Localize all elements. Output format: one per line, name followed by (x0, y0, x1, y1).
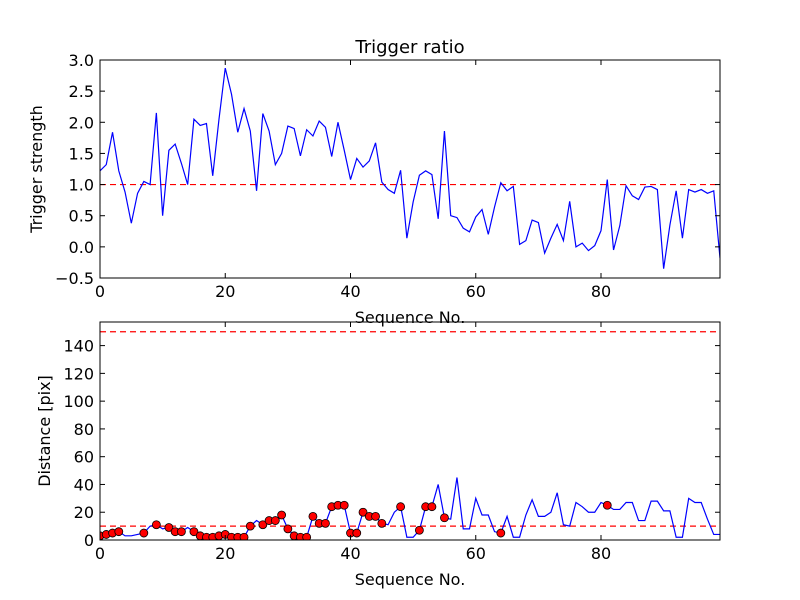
bottom-marker-point (427, 502, 437, 512)
distance-plot: 0 20 40 60 80 0 20 40 60 80 100 120 140 Sequence No.… (35, 321, 721, 589)
bottom-y-tick-label: 40 (74, 475, 94, 494)
bottom-marker-point (377, 518, 387, 528)
bottom-marker-point (440, 513, 449, 523)
bottom-marker-point (371, 511, 380, 521)
bottom-marker-point (283, 524, 293, 534)
distance-axes-frame (99, 321, 721, 541)
trigger-ratio-ticks: 0 20 40 60 80 −0.5 0.0 0.5 1.0 1.5 2.0 2.5 3.0 (55, 51, 720, 301)
bottom-y-tick-label: 100 (63, 392, 94, 411)
bottom-marker-point (352, 528, 362, 538)
top-y-tick-label: 1.5 (69, 144, 94, 163)
bottom-y-tick-label: 0 (84, 531, 94, 550)
top-y-tick-label: 0.5 (69, 207, 94, 226)
top-y-tick-label: −0.5 (55, 269, 94, 288)
bottom-clipped-layer (100, 331, 720, 540)
x-axis-label-top: Sequence No. (355, 308, 466, 327)
bottom-marker-point (177, 527, 186, 537)
bottom-marker-point (114, 527, 124, 537)
top-x-tick-label: 20 (215, 282, 235, 301)
bottom-marker-point (302, 532, 312, 540)
bottom-marker-point (164, 523, 174, 532)
trigger-ratio-plot-area (100, 67, 720, 269)
bottom-marker-point (151, 520, 161, 530)
top-y-tick-label: 2.5 (69, 82, 94, 101)
top-y-tick-label: 0.0 (69, 238, 94, 257)
y-axis-label-bottom: Distance [pix] (35, 375, 54, 487)
x-axis-label-bottom: Sequence No. (355, 570, 466, 589)
distance-plot-area (100, 331, 720, 540)
bottom-x-tick-label: 0 (95, 544, 105, 563)
bottom-marker-point (396, 502, 406, 512)
trigger-ratio-axes-frame (99, 59, 721, 279)
bottom-marker-point (358, 507, 368, 517)
bottom-marker-point (321, 518, 330, 528)
bottom-x-tick-label: 80 (591, 544, 611, 563)
top-x-tick-label: 80 (591, 282, 611, 301)
bottom-y-tick-label: 60 (74, 448, 94, 467)
bottom-y-tick-label: 80 (74, 420, 94, 439)
top-y-tick-label: 3.0 (69, 51, 94, 70)
bottom-x-tick-label: 20 (215, 544, 235, 563)
bottom-marker-point (189, 527, 199, 537)
distance-ticks: 0 20 40 60 80 0 20 40 60 80 100 120 140 (63, 322, 720, 563)
bottom-marker-point (277, 510, 287, 520)
bottom-marker-point (308, 511, 318, 521)
bottom-marker-point (245, 521, 255, 531)
bottom-x-tick-label: 60 (466, 544, 486, 563)
bottom-y-tick-label: 20 (74, 503, 94, 522)
top-x-tick-label: 0 (95, 282, 105, 301)
top-clipped-layer (100, 67, 720, 269)
bottom-marker-point (339, 500, 349, 510)
bottom-marker-point (602, 500, 612, 510)
top-x-tick-label: 60 (466, 282, 486, 301)
trigger-ratio-plot: Trigger ratio 0 20 40 60 80 −0.5 0.0 0.5 1.0 1.5 2… (27, 37, 721, 327)
top-y-tick-label: 2.0 (69, 113, 94, 132)
bottom-marker-point (270, 516, 280, 525)
bottom-y-tick-label: 140 (63, 337, 94, 356)
bottom-y-tick-label: 120 (63, 364, 94, 383)
bottom-marker-point (258, 520, 268, 530)
bottom-marker-point (414, 525, 424, 535)
y-axis-label-top: Trigger strength (27, 105, 46, 234)
top-x-tick-label: 40 (340, 282, 360, 301)
top-y-tick-label: 1.0 (69, 176, 94, 195)
bottom-marker-point (139, 528, 149, 538)
bottom-x-tick-label: 40 (340, 544, 360, 563)
bottom-marker-point (496, 528, 506, 538)
top-series-line-0 (100, 67, 720, 269)
bottom-marker-point (239, 532, 249, 540)
chart-title: Trigger ratio (354, 37, 464, 58)
